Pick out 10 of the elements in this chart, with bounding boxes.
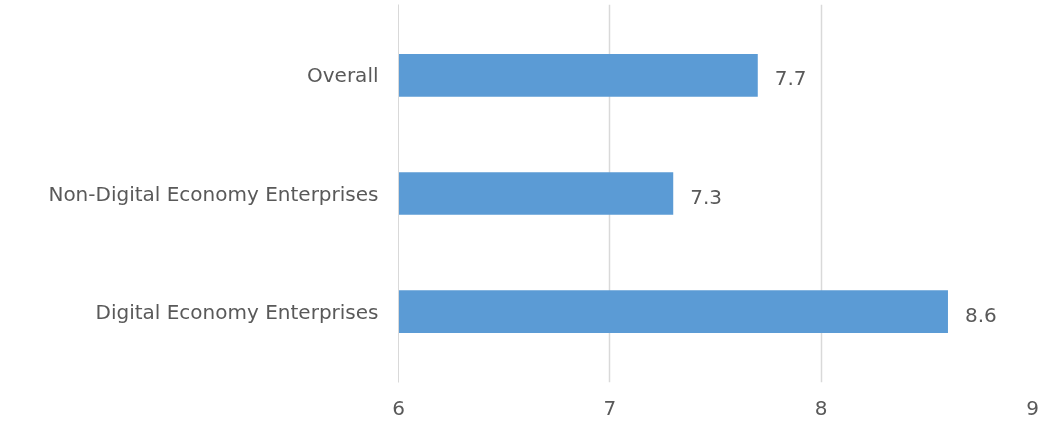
y-tick-label: Digital Economy Enterprises (95, 299, 379, 324)
x-tick-label: 9 (1026, 395, 1039, 420)
y-tick-label: Overall (307, 63, 379, 88)
data-label: 7.7 (774, 66, 807, 91)
data-label: 7.3 (690, 184, 723, 209)
y-tick-label: Non-Digital Economy Enterprises (48, 181, 379, 206)
x-tick-label: 6 (392, 395, 405, 420)
x-tick-label: 8 (814, 395, 828, 420)
data-label: 8.6 (964, 302, 997, 327)
x-tick-label: 7 (603, 395, 617, 420)
